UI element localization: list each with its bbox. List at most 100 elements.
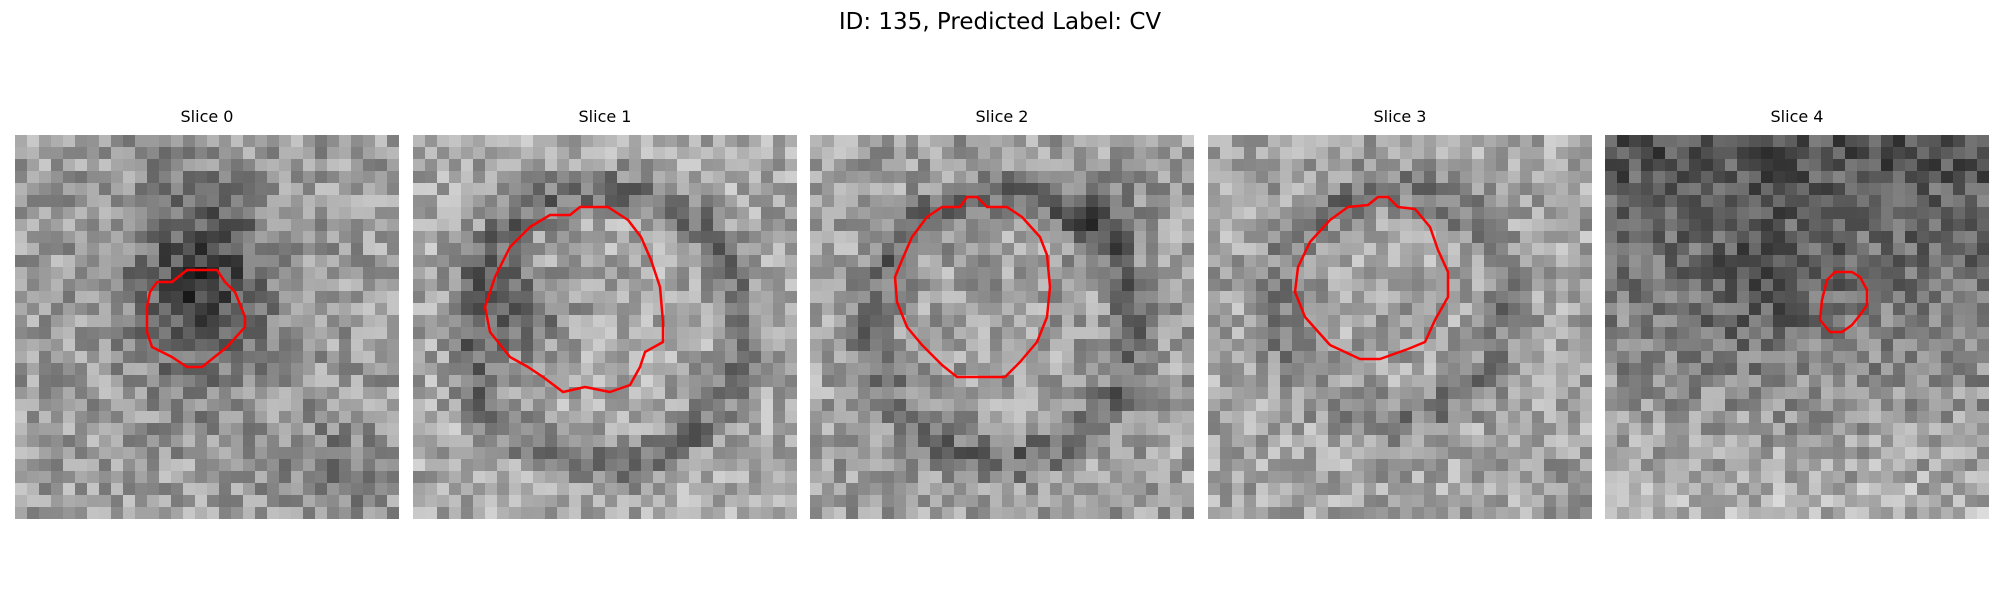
image-pixel <box>51 495 63 507</box>
image-pixel <box>219 507 231 519</box>
image-pixel <box>1460 159 1472 171</box>
image-pixel <box>1965 171 1977 183</box>
image-pixel <box>882 183 894 195</box>
image-pixel <box>449 267 461 279</box>
image-pixel <box>1208 327 1220 339</box>
image-pixel <box>677 387 689 399</box>
image-pixel <box>1122 507 1134 519</box>
image-pixel <box>882 219 894 231</box>
image-pixel <box>1917 375 1929 387</box>
image-pixel <box>99 183 111 195</box>
image-pixel <box>894 243 906 255</box>
image-pixel <box>123 435 135 447</box>
image-pixel <box>363 399 375 411</box>
image-pixel <box>641 219 653 231</box>
image-pixel <box>761 195 773 207</box>
image-pixel <box>1496 279 1508 291</box>
image-pixel <box>15 399 27 411</box>
image-pixel <box>1026 411 1038 423</box>
image-pixel <box>437 387 449 399</box>
image-pixel <box>1520 207 1532 219</box>
image-pixel <box>930 495 942 507</box>
image-pixel <box>1629 315 1641 327</box>
image-pixel <box>954 219 966 231</box>
image-pixel <box>593 171 605 183</box>
image-pixel <box>629 195 641 207</box>
image-pixel <box>966 219 978 231</box>
image-pixel <box>1170 171 1182 183</box>
image-pixel <box>1845 291 1857 303</box>
image-pixel <box>701 447 713 459</box>
image-pixel <box>1869 411 1881 423</box>
image-pixel <box>1134 363 1146 375</box>
image-pixel <box>906 387 918 399</box>
image-pixel <box>1098 387 1110 399</box>
image-pixel <box>135 195 147 207</box>
image-pixel <box>605 195 617 207</box>
image-pixel <box>1098 435 1110 447</box>
image-pixel <box>966 255 978 267</box>
image-pixel <box>1869 159 1881 171</box>
image-pixel <box>533 435 545 447</box>
image-pixel <box>111 363 123 375</box>
image-pixel <box>1110 471 1122 483</box>
image-pixel <box>1472 291 1484 303</box>
image-pixel <box>1953 291 1965 303</box>
image-pixel <box>1797 243 1809 255</box>
image-pixel <box>1785 231 1797 243</box>
image-pixel <box>1629 363 1641 375</box>
image-pixel <box>858 387 870 399</box>
image-pixel <box>449 171 461 183</box>
image-pixel <box>1797 375 1809 387</box>
image-pixel <box>1220 471 1232 483</box>
image-pixel <box>846 195 858 207</box>
image-pixel <box>1316 423 1328 435</box>
image-pixel <box>1170 183 1182 195</box>
image-pixel <box>1086 279 1098 291</box>
image-pixel <box>1086 255 1098 267</box>
image-pixel <box>990 411 1002 423</box>
image-pixel <box>725 339 737 351</box>
image-pixel <box>810 255 822 267</box>
image-pixel <box>1074 243 1086 255</box>
image-pixel <box>593 207 605 219</box>
image-pixel <box>1869 219 1881 231</box>
image-pixel <box>1316 231 1328 243</box>
image-pixel <box>1280 207 1292 219</box>
image-pixel <box>63 387 75 399</box>
image-pixel <box>1098 267 1110 279</box>
image-pixel <box>461 375 473 387</box>
image-pixel <box>1701 423 1713 435</box>
image-pixel <box>822 243 834 255</box>
image-pixel <box>1280 387 1292 399</box>
image-pixel <box>363 219 375 231</box>
image-pixel <box>1785 183 1797 195</box>
image-pixel <box>1460 147 1472 159</box>
image-pixel <box>1388 207 1400 219</box>
image-pixel <box>219 399 231 411</box>
image-pixel <box>1026 195 1038 207</box>
image-pixel <box>1388 219 1400 231</box>
image-pixel <box>749 447 761 459</box>
image-pixel <box>231 459 243 471</box>
image-pixel <box>978 435 990 447</box>
image-pixel <box>291 135 303 147</box>
image-pixel <box>291 351 303 363</box>
image-pixel <box>1508 243 1520 255</box>
image-pixel <box>1905 147 1917 159</box>
image-pixel <box>425 291 437 303</box>
image-pixel <box>1508 207 1520 219</box>
image-pixel <box>1941 411 1953 423</box>
image-pixel <box>641 363 653 375</box>
image-pixel <box>581 303 593 315</box>
image-pixel <box>279 471 291 483</box>
image-pixel <box>1170 135 1182 147</box>
image-pixel <box>1316 219 1328 231</box>
image-pixel <box>387 159 399 171</box>
image-pixel <box>1364 351 1376 363</box>
image-pixel <box>569 447 581 459</box>
image-pixel <box>1256 435 1268 447</box>
image-pixel <box>375 183 387 195</box>
image-pixel <box>1412 171 1424 183</box>
image-pixel <box>870 459 882 471</box>
